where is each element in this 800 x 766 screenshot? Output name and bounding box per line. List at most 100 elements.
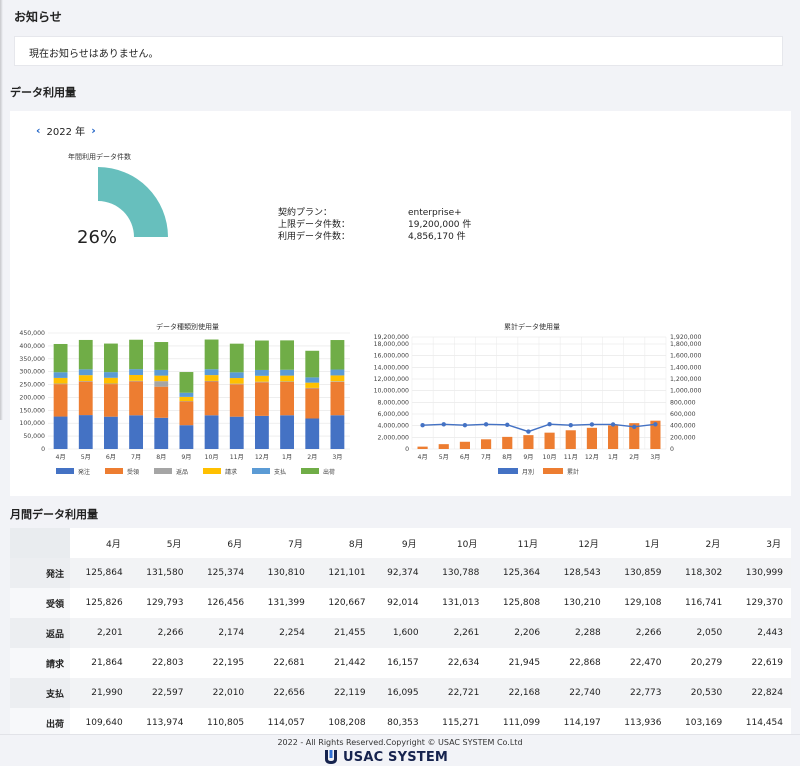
table-cell: 109,640 [85, 718, 123, 728]
table-cell: 110,805 [206, 718, 245, 728]
y-tick-label: 350,000 [19, 356, 45, 363]
bar-segment [305, 350, 320, 378]
bar-segment [78, 369, 93, 376]
table-cell: 22,010 [191, 678, 253, 708]
bar-segment [330, 381, 345, 416]
plan-row-limit: 上限データ件数： 19,200,000 件 [278, 219, 471, 231]
usac-logo-icon [325, 750, 337, 764]
table-cell: 118,302 [669, 558, 731, 588]
bar-segment [53, 377, 68, 384]
bar-segment [129, 369, 144, 375]
table-cell: 22,195 [212, 658, 245, 668]
bar-segment [330, 340, 345, 370]
table-cell: 16,095 [373, 678, 427, 708]
table-row: 発注 125,864 131,580 125,374 130,810 121,101 92,… [10, 558, 791, 588]
y-left-tick-label: 19,200,000 [374, 334, 409, 341]
month-header: 10月 [456, 539, 478, 550]
bar-segment [330, 415, 345, 449]
table-cell: 108,208 [328, 718, 366, 728]
table-body: 発注 125,864 131,580 125,374 130,810 121,101 92,… [10, 558, 791, 738]
table-cell: 113,936 [624, 718, 662, 728]
y-left-tick-label: 2,000,000 [378, 434, 410, 441]
bar-segment [154, 417, 169, 449]
cumulative-bar [586, 427, 597, 449]
bar-segment [154, 369, 169, 376]
chevron-right-icon[interactable]: › [91, 124, 96, 137]
plan-info: 契約プラン： enterprise+ 上限データ件数： 19,200,000 件… [278, 207, 471, 243]
table-cell: 111,099 [502, 718, 541, 728]
cumulative-bar [502, 436, 513, 449]
bar-segment [254, 375, 269, 382]
table-row: 請求 21,864 22,803 22,195 22,681 21,442 16,157 22… [10, 648, 791, 678]
legend-label: 累計 [567, 468, 579, 476]
table-cell: 121,101 [312, 558, 374, 588]
table-cell: 20,530 [669, 678, 731, 708]
y-right-tick-label: 400,000 [670, 423, 696, 430]
legend-swatch [154, 468, 172, 474]
year-navigator: ‹ 2022 年 › [36, 123, 96, 138]
table-cell: 125,826 [85, 598, 123, 608]
bar-segment [154, 386, 169, 418]
x-tick-label: 7月 [481, 454, 491, 461]
bar-segment [154, 381, 169, 387]
year-label: 2022 年 [46, 127, 86, 138]
table-cell: 2,261 [426, 618, 488, 648]
month-header: 7月 [288, 539, 303, 550]
limit-value: 19,200,000 件 [408, 220, 472, 230]
x-tick-label: 7月 [131, 454, 141, 461]
plan-label: 契約プラン： [278, 208, 333, 218]
table-cell: 22,868 [569, 658, 601, 668]
limit-label: 上限データ件数： [278, 220, 351, 230]
y-left-tick-label: 0 [405, 446, 409, 453]
y-right-tick-label: 1,000,000 [670, 388, 702, 395]
table-cell: 120,667 [328, 598, 366, 608]
table-cell: 92,374 [373, 558, 427, 588]
monthly-point [632, 424, 637, 429]
bar-segment [103, 384, 118, 417]
gauge-arc [98, 167, 168, 237]
bar-segment [179, 425, 194, 449]
y-right-tick-label: 1,800,000 [670, 341, 702, 348]
bar-segment [154, 342, 169, 370]
bar-segment [154, 375, 169, 382]
table-cell: 92,014 [387, 598, 419, 608]
x-tick-label: 12月 [585, 454, 599, 461]
table-header-row: 4月 5月 6月 7月 8月 9月 10月 11月 12月 1月 2月 3月 [10, 528, 791, 558]
monthly-point [526, 429, 531, 434]
bar-segment [229, 372, 244, 379]
monthly-point [483, 422, 489, 427]
x-tick-label: 8月 [502, 454, 512, 461]
legend-swatch [56, 468, 74, 474]
gauge-percent: 26% [77, 227, 118, 248]
table-cell: 22,656 [252, 678, 313, 708]
y-left-tick-label: 6,000,000 [378, 411, 410, 418]
bar-segment [280, 369, 295, 376]
plan-row-used: 利用データ件数： 4,856,170 件 [278, 231, 471, 243]
bar-segment [305, 377, 320, 383]
bar-segment [204, 415, 219, 449]
cumulative-bar [629, 423, 640, 449]
bar-segment [129, 380, 144, 382]
month-header: 5月 [166, 539, 182, 550]
legend-swatch [252, 468, 270, 474]
bar-segment [179, 372, 194, 393]
y-tick-label: 200,000 [19, 394, 45, 401]
usac-logo: USAC SYSTEM [324, 749, 448, 765]
table-row: 出荷 109,640 113,974 110,805 114,057 108,208 80,… [10, 708, 791, 738]
bar-segment [53, 372, 68, 378]
bar-segment [204, 369, 219, 376]
legend-swatch [105, 468, 123, 474]
bar-segment [254, 369, 269, 376]
monthly-point [547, 422, 552, 427]
table-row: 支払 21,990 22,597 22,010 22,656 22,119 16,095 22… [10, 678, 791, 708]
plan-row-plan: 契約プラン： enterprise+ [278, 207, 471, 219]
table-cell: 2,288 [548, 618, 609, 648]
legend-label: 出荷 [323, 468, 335, 476]
month-header: 9月 [401, 539, 417, 550]
table-cell: 113,974 [146, 718, 184, 728]
x-tick-label: 3月 [332, 454, 342, 461]
bar-segment [229, 343, 244, 373]
table-cell: 20,279 [690, 658, 723, 668]
monthly-title: 月間データ利用量 [10, 508, 98, 521]
chevron-left-icon[interactable]: ‹ [36, 124, 41, 137]
